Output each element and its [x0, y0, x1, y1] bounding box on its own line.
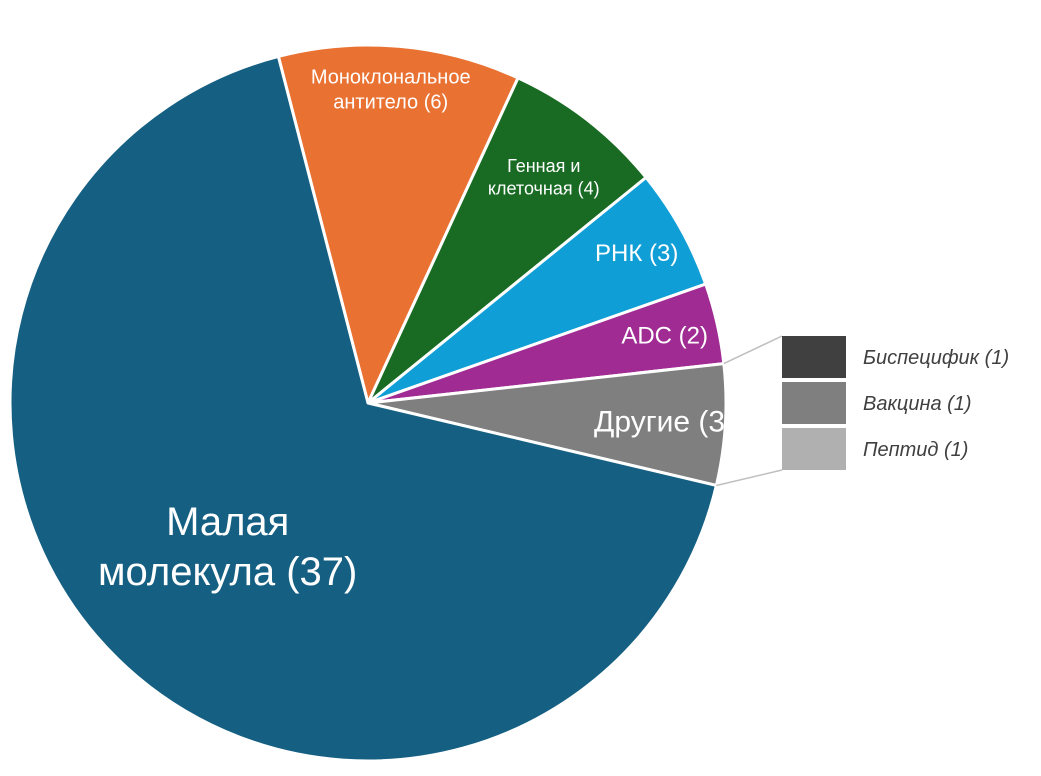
slice-label-line: Другие (3)	[594, 406, 735, 439]
slice-label-line: антитело (6)	[333, 91, 448, 113]
slice-label: РНК (3)	[595, 240, 678, 267]
pie-slice	[8, 54, 718, 763]
slice-label-line: Малая	[166, 500, 289, 544]
breakout-label: Пептид (1)	[863, 439, 968, 461]
slice-label: Моноклональное антитело (6)	[311, 66, 471, 113]
breakout-swatch	[782, 336, 846, 378]
pie-slice	[366, 76, 648, 405]
slice-label: Другие (3)	[594, 406, 735, 439]
slice-label: Генная и клеточная (4)	[488, 156, 600, 199]
slice-label-line: ADC (2)	[621, 323, 708, 350]
slice-label: Малая молекула (37)	[98, 500, 357, 594]
breakout-swatch	[782, 382, 846, 424]
breakout-connector	[716, 469, 783, 487]
breakout-label: Биспецифик (1)	[863, 347, 1009, 369]
breakout-label: Вакцина (1)	[863, 393, 972, 415]
slice-label: ADC (2)	[621, 323, 708, 350]
slice-label-line: РНК (3)	[595, 240, 678, 267]
breakout-connector	[723, 335, 783, 365]
breakout-swatch	[782, 428, 846, 470]
slice-label-line: молекула (37)	[98, 550, 357, 594]
slice-label-line: клеточная (4)	[488, 178, 600, 198]
slice-label-line: Генная и	[507, 156, 580, 176]
slice-label-line: Моноклональное	[311, 66, 471, 88]
pie-slice	[276, 43, 520, 405]
